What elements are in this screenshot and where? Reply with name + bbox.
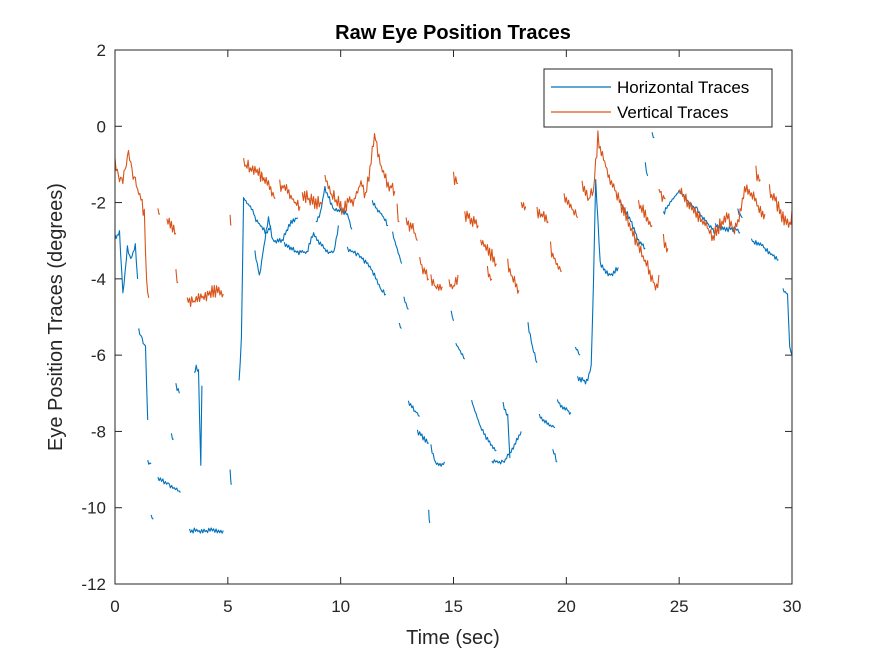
vertical-trace-segment [678, 184, 766, 242]
y-tick-label: 2 [97, 41, 106, 60]
horizontal-trace-segment [346, 246, 387, 296]
vertical-trace-segment [175, 269, 179, 284]
vertical-trace-segment [186, 284, 224, 308]
y-axis-label: Eye Position Traces (degrees) [45, 183, 67, 451]
vertical-trace-segment [448, 274, 459, 290]
horizontal-trace-segment [450, 310, 455, 321]
vertical-trace-segment [430, 274, 443, 291]
horizontal-trace-segment [471, 399, 497, 452]
vertical-trace-segment [157, 208, 161, 215]
x-tick-label: 5 [223, 597, 232, 616]
series-vertical-traces [114, 130, 793, 308]
vertical-trace-segment [755, 165, 761, 182]
horizontal-trace-segment [283, 225, 339, 256]
x-axis: 0 5 10 15 20 25 30 [110, 50, 801, 616]
vertical-trace-segment [243, 158, 276, 200]
y-axis: -12 -10 -8 -6 -4 -2 0 2 [81, 41, 792, 594]
x-axis-label: Time (sec) [406, 627, 500, 649]
y-tick-label: -6 [91, 346, 106, 365]
horizontal-trace-segment [527, 322, 538, 364]
horizontal-trace-segment [577, 179, 619, 385]
vertical-trace-segment [549, 241, 562, 272]
vertical-trace-segment [452, 171, 459, 186]
y-tick-label: 0 [97, 117, 106, 136]
horizontal-trace-segment [574, 346, 581, 356]
y-tick-label: -10 [81, 499, 106, 518]
chart-title: Raw Eye Position Traces [335, 22, 571, 44]
horizontal-trace-segment [428, 509, 431, 524]
vertical-trace-segment [662, 233, 669, 253]
horizontal-trace-segment [538, 413, 556, 429]
legend: Horizontal Traces Vertical Traces [543, 68, 773, 128]
vertical-trace-segment [396, 203, 400, 223]
horizontal-trace-segment [114, 230, 139, 294]
vertical-trace-segment [166, 217, 177, 235]
legend-box [543, 68, 773, 128]
x-tick-label: 30 [783, 597, 802, 616]
y-tick-label: -12 [81, 575, 106, 594]
horizontal-trace-segment [552, 449, 558, 463]
y-tick-label: -4 [91, 270, 106, 289]
horizontal-trace-segment [455, 342, 466, 360]
x-tick-label: 15 [444, 597, 463, 616]
horizontal-trace-segment [229, 469, 232, 485]
horizontal-trace-segment [392, 231, 403, 264]
vertical-trace-segment [486, 265, 493, 281]
horizontal-trace-segment [430, 444, 446, 467]
vertical-trace-segment [563, 193, 579, 219]
horizontal-trace-segment [254, 216, 299, 276]
x-tick-label: 0 [110, 597, 119, 616]
horizontal-trace-segment [502, 402, 511, 459]
vertical-trace-segment [464, 210, 479, 229]
vertical-trace-segment [114, 150, 150, 299]
horizontal-trace-segment [175, 383, 180, 394]
horizontal-trace-segment [403, 296, 409, 310]
x-tick-label: 25 [670, 597, 689, 616]
x-tick-label: 20 [557, 597, 576, 616]
vertical-trace-segment [301, 190, 324, 210]
y-tick-label: -2 [91, 194, 106, 213]
vertical-trace-segment [419, 257, 430, 281]
vertical-trace-segment [536, 206, 549, 224]
horizontal-trace-segment [315, 185, 353, 230]
horizontal-trace-segment [188, 527, 224, 534]
horizontal-trace-segment [491, 431, 522, 465]
x-tick-label: 10 [331, 597, 350, 616]
horizontal-trace-segment [407, 400, 420, 417]
horizontal-trace-segment [750, 238, 779, 261]
legend-label-horizontal: Horizontal Traces [617, 78, 749, 97]
vertical-trace-segment [324, 133, 396, 215]
horizontal-trace-segment [193, 364, 203, 466]
horizontal-trace-segment [662, 189, 716, 234]
vertical-trace-segment [480, 239, 497, 267]
horizontal-trace-segment [398, 322, 402, 329]
horizontal-trace-segment [138, 328, 149, 421]
horizontal-trace-segment [644, 162, 649, 177]
horizontal-trace-segment [371, 200, 389, 227]
horizontal-trace-segment [150, 514, 154, 520]
vertical-trace-segment [581, 130, 660, 291]
horizontal-trace-segment [416, 429, 429, 444]
vertical-trace-segment [520, 202, 527, 211]
horizontal-trace-segment [651, 132, 655, 139]
horizontal-trace-segment [147, 459, 152, 465]
y-tick-label: -8 [91, 422, 106, 441]
horizontal-trace-segment [556, 399, 572, 415]
horizontal-trace-segment [782, 288, 793, 356]
vertical-trace-segment [637, 200, 653, 228]
vertical-trace-segment [768, 184, 793, 228]
vertical-trace-segment [507, 258, 520, 294]
plot-area [115, 50, 792, 584]
legend-label-vertical: Vertical Traces [617, 103, 729, 122]
vertical-trace-segment [279, 179, 301, 212]
horizontal-trace-segment [170, 433, 174, 440]
horizontal-trace-segment [157, 476, 181, 493]
series-horizontal-traces [114, 132, 793, 534]
vertical-trace-segment [658, 188, 666, 203]
series-layer [114, 130, 793, 534]
vertical-trace-segment [405, 217, 418, 241]
vertical-trace-segment [229, 214, 232, 226]
